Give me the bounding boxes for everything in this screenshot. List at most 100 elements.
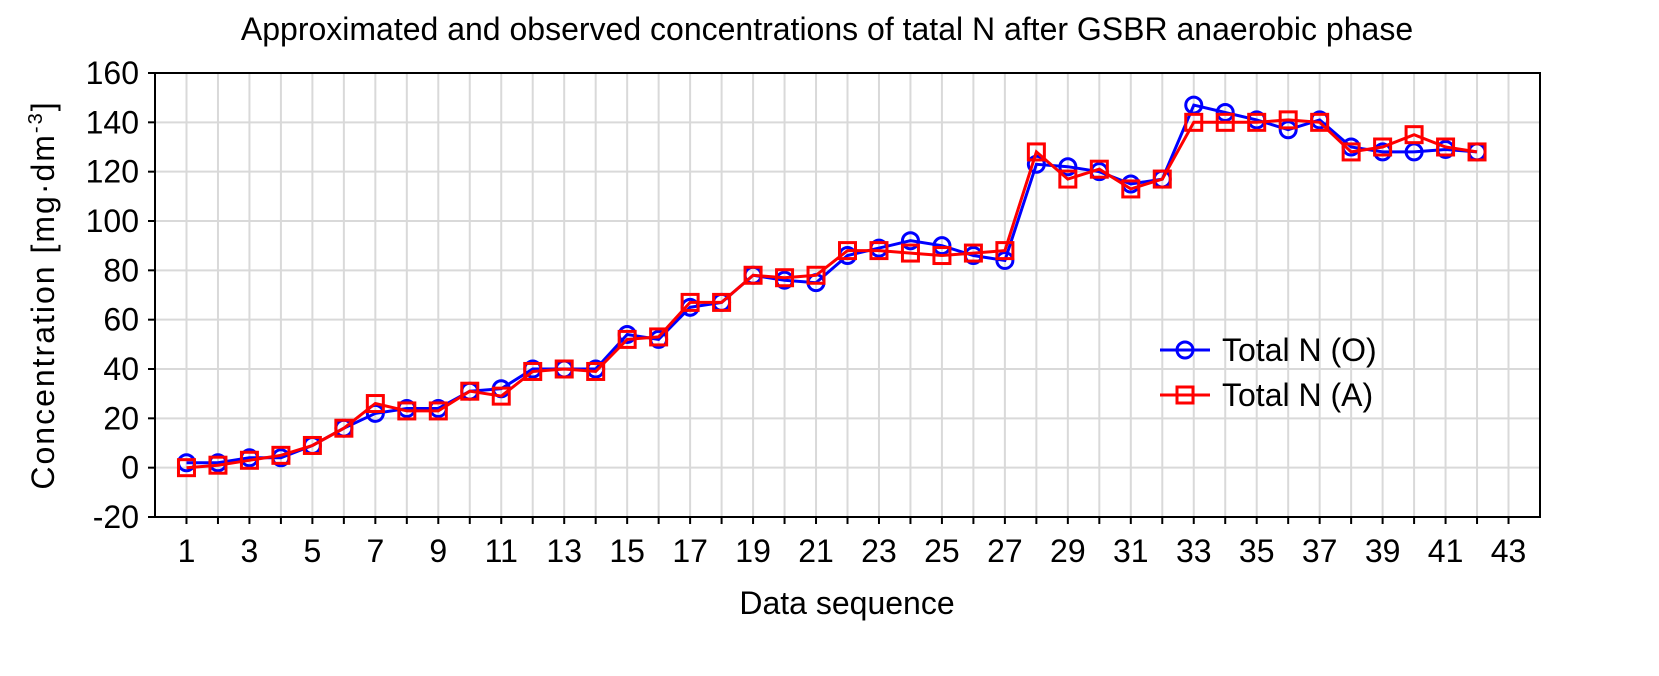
x-tick-label: 15 <box>609 533 645 569</box>
data-point <box>302 435 322 455</box>
x-tick-label: 5 <box>303 533 321 569</box>
data-point <box>554 359 574 379</box>
data-point <box>365 394 385 414</box>
gridlines <box>155 72 1540 518</box>
series-square <box>176 110 1487 478</box>
y-tick-label: 160 <box>86 55 139 91</box>
x-tick-label: 25 <box>924 533 960 569</box>
data-point <box>775 268 795 288</box>
legend: Total N (O) Total N (A) <box>1160 332 1377 413</box>
data-point <box>1310 112 1330 132</box>
data-point <box>1215 102 1235 122</box>
x-tick-label: 41 <box>1428 533 1464 569</box>
data-point <box>869 241 889 261</box>
series <box>176 95 1487 478</box>
y-axis-label-superscript: -3 <box>25 111 47 133</box>
data-point <box>963 243 983 263</box>
x-tick-label: 33 <box>1176 533 1212 569</box>
y-axis-label-close: ] <box>25 100 61 111</box>
data-point <box>995 250 1015 270</box>
x-tick-label: 9 <box>429 533 447 569</box>
x-axis-label: Data sequence <box>739 585 954 621</box>
data-point <box>1121 179 1141 199</box>
x-tick-label: 1 <box>178 533 196 569</box>
data-point <box>428 401 448 421</box>
x-tick-label: 43 <box>1491 533 1527 569</box>
x-tick-label: 7 <box>366 533 384 569</box>
data-point <box>1404 125 1424 145</box>
data-point <box>1278 110 1298 130</box>
data-point <box>1184 112 1204 132</box>
legend-item: Total N (O) <box>1160 332 1377 368</box>
data-point <box>838 241 857 261</box>
data-point <box>743 265 763 285</box>
data-point <box>586 361 606 381</box>
y-tick-label: -20 <box>93 499 139 535</box>
data-point <box>523 361 543 381</box>
data-point <box>1341 142 1361 162</box>
data-point <box>649 327 669 347</box>
data-point <box>1278 120 1298 140</box>
legend-label: Total N (A) <box>1222 377 1373 413</box>
legend-marker <box>1175 340 1195 360</box>
data-point <box>1247 112 1267 132</box>
x-tick-label: 21 <box>798 533 834 569</box>
y-tick-label: 140 <box>86 104 139 140</box>
data-point <box>1215 112 1235 132</box>
x-tick-label: 35 <box>1239 533 1275 569</box>
y-tick-label: 120 <box>86 154 139 190</box>
y-tick-label: 100 <box>86 203 139 239</box>
legend-label: Total N (O) <box>1222 332 1377 368</box>
data-point <box>1467 142 1487 162</box>
chart-title: Approximated and observed concentrations… <box>241 11 1413 47</box>
x-tick-label: 13 <box>546 533 582 569</box>
y-tick-label: 80 <box>103 252 139 288</box>
x-tick-label: 11 <box>485 533 518 569</box>
x-tick-label: 39 <box>1365 533 1401 569</box>
x-tick-label: 31 <box>1113 533 1149 569</box>
legend-item: Total N (A) <box>1160 377 1373 413</box>
x-tick-label: 23 <box>861 533 897 569</box>
data-point <box>932 246 952 266</box>
x-tick-label: 29 <box>1050 533 1086 569</box>
data-point <box>271 445 291 465</box>
data-point <box>995 241 1015 261</box>
series-line <box>186 118 1478 470</box>
data-point <box>617 329 637 349</box>
x-tick-label: 17 <box>672 533 708 569</box>
data-point <box>1058 157 1078 177</box>
data-point <box>712 292 732 312</box>
y-axis-label: Concentration [mg·dm-3] <box>25 100 61 489</box>
data-point <box>1058 169 1078 189</box>
data-point <box>900 243 920 263</box>
legend-marker <box>1175 385 1195 405</box>
data-point <box>397 401 417 421</box>
data-point <box>365 403 385 423</box>
data-point <box>680 292 700 312</box>
data-point <box>491 386 511 406</box>
data-point <box>1089 159 1109 179</box>
data-point <box>1436 137 1456 157</box>
data-point <box>239 450 259 470</box>
data-point <box>1026 142 1046 162</box>
data-point <box>460 381 480 401</box>
data-point <box>900 231 920 251</box>
x-tick-label: 3 <box>241 533 259 569</box>
data-point <box>334 418 354 438</box>
data-point <box>1373 137 1393 157</box>
y-tick-label: 60 <box>103 302 139 338</box>
x-tick-label: 19 <box>735 533 771 569</box>
data-point <box>1152 169 1172 189</box>
data-point <box>208 455 228 475</box>
data-point <box>932 236 952 256</box>
x-tick-label: 37 <box>1302 533 1338 569</box>
data-point <box>176 458 196 478</box>
y-axis-label-main: Concentration [mg·dm <box>25 133 61 490</box>
data-point <box>806 265 826 285</box>
y-tick-label: 0 <box>121 450 139 486</box>
x-tick-label: 27 <box>987 533 1023 569</box>
y-tick-label: 40 <box>103 351 139 387</box>
y-tick-label: 20 <box>103 400 139 436</box>
